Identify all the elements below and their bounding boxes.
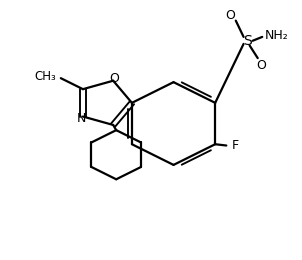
Text: N: N — [77, 112, 86, 125]
Text: S: S — [243, 34, 252, 48]
Text: CH₃: CH₃ — [34, 70, 56, 83]
Text: O: O — [109, 72, 119, 85]
Text: O: O — [226, 9, 236, 22]
Text: NH₂: NH₂ — [265, 29, 289, 42]
Text: O: O — [256, 59, 266, 72]
Text: F: F — [231, 139, 239, 152]
